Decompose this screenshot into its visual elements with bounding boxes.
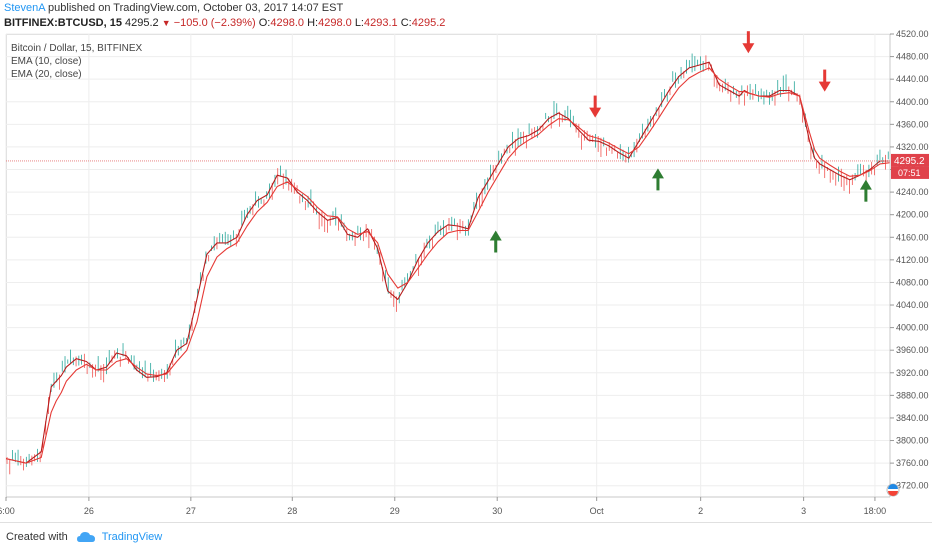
symbol-label: BITFINEX:BTCUSD, 15 (4, 17, 122, 29)
y-tick-label: 4000.00 (896, 323, 929, 333)
y-tick-label: 3920.00 (896, 368, 929, 378)
y-tick-label: 4160.00 (896, 232, 929, 242)
high-label: H: (307, 17, 319, 29)
x-tick-label: 3 (801, 506, 806, 516)
price-chart[interactable]: 3720.00 3760.00 3800.00 3840.00 3880.00 3920.… (0, 0, 932, 522)
y-tick-label: 3760.00 (896, 458, 929, 468)
last-price: 4295.2 (125, 17, 159, 29)
y-tick-label: 3880.00 (896, 390, 929, 400)
arrow-head (589, 107, 602, 118)
last-price-tag-bg (891, 153, 929, 167)
low-label: L: (354, 17, 364, 29)
sell-arrow-icon (818, 69, 831, 92)
arrow-head (742, 43, 755, 54)
legend-title: Bitcoin / Dollar, 15, BITFINEX (11, 43, 143, 54)
x-tick-label: 28 (287, 506, 297, 516)
sell-arrow-icon (589, 95, 602, 118)
arrow-shaft (746, 31, 750, 46)
created-with: Created with TradingView (6, 531, 162, 543)
countdown-tag-bg (891, 166, 929, 179)
quote-line: BITFINEX:BTCUSD, 15 4295.2 ▼ −105.0 (−2.… (4, 17, 445, 29)
candlesticks (6, 53, 889, 475)
y-tick-label: 4320.00 (896, 142, 929, 152)
down-arrow-icon: ▼ (161, 18, 171, 28)
chart-grid (5, 33, 890, 497)
y-tick-label: 4240.00 (896, 187, 929, 197)
arrow-shaft (864, 187, 868, 202)
low-value: 4293.1 (364, 17, 398, 29)
y-tick-label: 3840.00 (896, 413, 929, 423)
legend-ema20[interactable]: EMA (20, close) (11, 69, 82, 80)
y-tick-label: 3720.00 (896, 481, 929, 491)
y-tick-label: 4360.00 (896, 119, 929, 129)
last-price-tag: 4295.2 (894, 156, 925, 167)
x-tick-label: 27 (186, 506, 196, 516)
y-tick-label: 4080.00 (896, 277, 929, 287)
price-tags: 4295.2 07:51 (6, 153, 929, 179)
buy-arrow-icon (489, 230, 502, 253)
y-tick-label: 4040.00 (896, 300, 929, 310)
arrow-shaft (593, 95, 597, 110)
signal-arrows (489, 31, 872, 253)
high-value: 4298.0 (318, 17, 352, 29)
y-tick-label: 4120.00 (896, 255, 929, 265)
y-tick-label: 4200.00 (896, 210, 929, 220)
x-tick-label: 30 (492, 506, 502, 516)
arrow-shaft (656, 176, 660, 191)
x-tick-label: 26 (84, 506, 94, 516)
close-value: 4295.2 (411, 17, 446, 29)
arrow-head (859, 179, 872, 190)
close-label: C: (400, 17, 412, 29)
tradingview-link[interactable]: TradingView (101, 531, 163, 543)
arrow-head (489, 230, 502, 241)
published-text: published on TradingView.com, October 03… (48, 2, 344, 14)
buy-arrow-icon (859, 179, 872, 202)
buy-arrow-icon (651, 168, 664, 191)
arrow-head (818, 81, 831, 92)
ema20-line (5, 67, 891, 464)
x-tick-label: 2 (698, 506, 703, 516)
chart-legend: Bitcoin / Dollar, 15, BITFINEX EMA (10, … (11, 42, 142, 81)
countdown-tag: 07:51 (898, 168, 921, 178)
arrow-shaft (823, 69, 827, 84)
created-with-text: Created with (6, 531, 68, 543)
tradingview-cloud-icon (76, 531, 95, 542)
y-tick-label: 3960.00 (896, 345, 929, 355)
publish-line: StevenA published on TradingView.com, Oc… (4, 2, 343, 14)
author-link[interactable]: StevenA (4, 2, 45, 14)
ema-lines (5, 61, 891, 464)
x-tick-label: 29 (390, 506, 400, 516)
y-tick-label: 4440.00 (896, 74, 929, 84)
arrow-shaft (494, 238, 498, 253)
ema10-line (5, 61, 890, 464)
arrow-head (651, 168, 664, 179)
footer: Created with TradingView (0, 522, 932, 551)
x-tick-label: 6:00 (0, 506, 15, 516)
price-axis[interactable]: 3720.00 3760.00 3800.00 3840.00 3880.00 3920.… (889, 29, 929, 497)
sell-arrow-icon (742, 31, 755, 54)
open-label: O: (258, 17, 271, 29)
y-tick-label: 4400.00 (896, 97, 929, 107)
timezone-icon[interactable] (886, 483, 900, 497)
y-tick-label: 4480.00 (896, 52, 929, 62)
y-tick-label: 4520.00 (896, 29, 929, 39)
price-change: −105.0 (−2.39%) (173, 17, 256, 29)
x-tick-label: Oct (590, 506, 605, 516)
y-tick-label: 3800.00 (896, 436, 929, 446)
chart-header: StevenA published on TradingView.com, Oc… (0, 0, 932, 34)
legend-ema10[interactable]: EMA (10, close) (11, 56, 82, 67)
open-value: 4298.0 (270, 17, 305, 29)
time-axis[interactable]: 6:00 26 27 28 29 30 Oct 2 3 18:00 (0, 496, 890, 516)
x-tick-label: 18:00 (864, 506, 887, 516)
